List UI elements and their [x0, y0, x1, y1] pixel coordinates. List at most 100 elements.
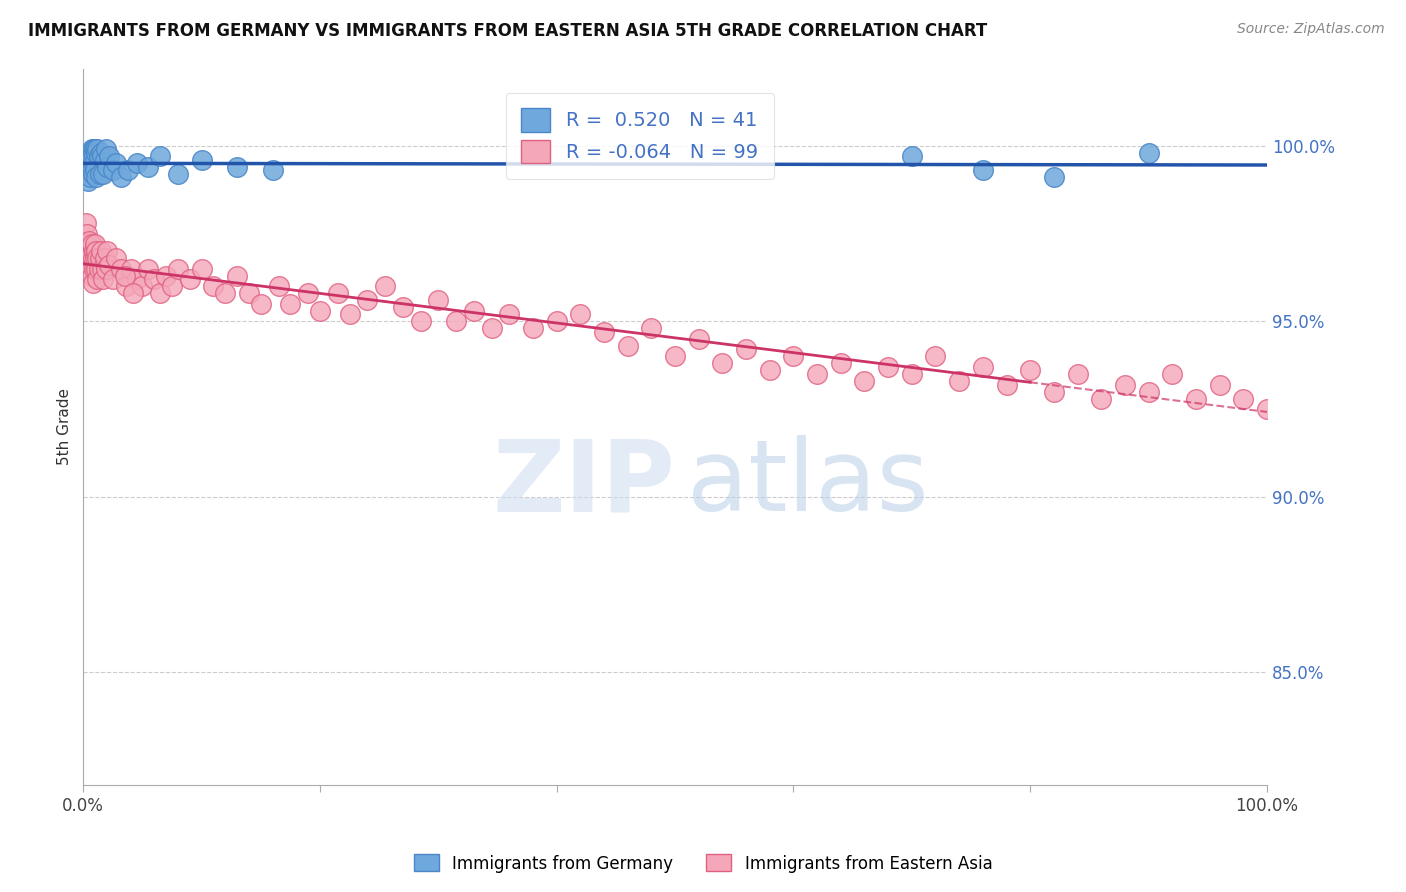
Point: [1019, 363, 1042, 377]
Point: [972, 359, 994, 374]
Point: [1232, 392, 1254, 406]
Point: [86, 142, 108, 156]
Point: [80, 163, 103, 178]
Point: [96, 160, 118, 174]
Point: [1256, 402, 1278, 417]
Point: [87, 149, 110, 163]
Point: [1137, 384, 1160, 399]
Point: [409, 314, 432, 328]
Point: [226, 160, 249, 174]
Point: [190, 261, 212, 276]
Point: [110, 170, 132, 185]
Point: [948, 374, 970, 388]
Point: [202, 279, 225, 293]
Point: [167, 261, 190, 276]
Point: [392, 300, 415, 314]
Point: [79, 170, 101, 185]
Point: [79, 145, 101, 160]
Point: [125, 156, 148, 170]
Point: [120, 261, 142, 276]
Point: [924, 350, 946, 364]
Point: [77, 174, 100, 188]
Point: [86, 272, 108, 286]
Point: [96, 244, 118, 258]
Point: [226, 268, 249, 283]
Point: [782, 350, 804, 364]
Point: [93, 153, 115, 167]
Point: [901, 149, 924, 163]
Point: [79, 261, 101, 276]
Point: [901, 367, 924, 381]
Point: [77, 234, 100, 248]
Point: [640, 321, 662, 335]
Point: [427, 293, 450, 308]
Point: [1090, 392, 1112, 406]
Point: [84, 251, 107, 265]
Point: [214, 286, 236, 301]
Point: [87, 261, 110, 276]
Point: [664, 350, 686, 364]
Text: IMMIGRANTS FROM GERMANY VS IMMIGRANTS FROM EASTERN ASIA 5TH GRADE CORRELATION CH: IMMIGRANTS FROM GERMANY VS IMMIGRANTS FR…: [28, 22, 987, 40]
Point: [326, 286, 349, 301]
Point: [143, 272, 166, 286]
Point: [84, 145, 107, 160]
Point: [105, 251, 128, 265]
Point: [90, 244, 112, 258]
Point: [546, 314, 568, 328]
Point: [83, 261, 105, 276]
Point: [75, 216, 97, 230]
Point: [77, 149, 100, 163]
Point: [1208, 377, 1230, 392]
Point: [89, 167, 111, 181]
Point: [522, 321, 544, 335]
Point: [190, 153, 212, 167]
Point: [83, 156, 105, 170]
Point: [309, 303, 332, 318]
Point: [160, 279, 183, 293]
Point: [80, 142, 103, 156]
Point: [339, 307, 361, 321]
Legend: Immigrants from Germany, Immigrants from Eastern Asia: Immigrants from Germany, Immigrants from…: [406, 847, 1000, 880]
Point: [830, 356, 852, 370]
Point: [115, 279, 138, 293]
Point: [853, 374, 876, 388]
Point: [616, 339, 638, 353]
Point: [569, 307, 592, 321]
Point: [77, 160, 100, 174]
Point: [138, 261, 160, 276]
Point: [374, 279, 396, 293]
Point: [94, 261, 117, 276]
Point: [84, 163, 107, 178]
Point: [1066, 367, 1088, 381]
Point: [76, 237, 98, 252]
Point: [105, 156, 128, 170]
Point: [238, 286, 260, 301]
Point: [82, 276, 104, 290]
Point: [735, 343, 758, 357]
Point: [79, 251, 101, 265]
Point: [593, 325, 616, 339]
Point: [138, 160, 160, 174]
Point: [98, 258, 121, 272]
Point: [76, 227, 98, 241]
Point: [110, 261, 132, 276]
Point: [77, 251, 100, 265]
Point: [1137, 145, 1160, 160]
Point: [98, 149, 121, 163]
Point: [82, 145, 104, 160]
Point: [84, 142, 107, 156]
Point: [93, 251, 115, 265]
Point: [297, 286, 319, 301]
Point: [83, 142, 105, 156]
Point: [179, 272, 201, 286]
Point: [688, 332, 710, 346]
Point: [89, 251, 111, 265]
Point: [131, 279, 153, 293]
Text: atlas: atlas: [688, 435, 928, 533]
Point: [972, 163, 994, 178]
Point: [149, 286, 172, 301]
Point: [125, 272, 148, 286]
Point: [76, 163, 98, 178]
Point: [1043, 170, 1066, 185]
Point: [83, 244, 105, 258]
